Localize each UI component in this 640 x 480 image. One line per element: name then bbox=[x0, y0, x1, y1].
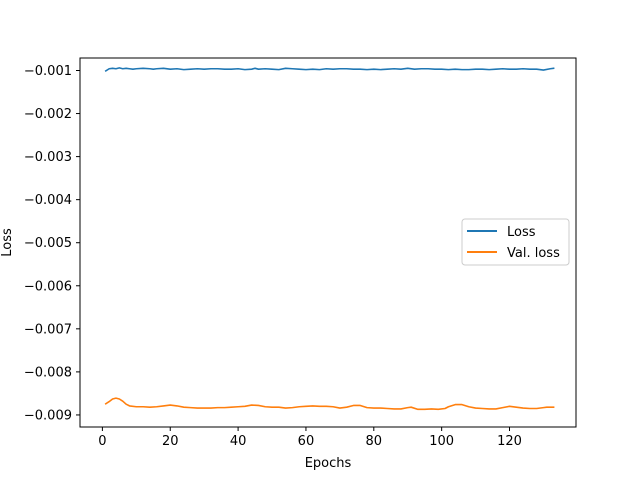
x-tick-label: 80 bbox=[366, 434, 383, 449]
legend: Loss Val. loss bbox=[462, 219, 569, 265]
y-axis-label: Loss bbox=[0, 228, 15, 257]
y-tick-label: −0.006 bbox=[24, 279, 72, 294]
y-tick-label: −0.008 bbox=[24, 365, 72, 380]
x-tick-label: 20 bbox=[162, 434, 179, 449]
y-tick-label: −0.005 bbox=[24, 236, 72, 251]
y-tick-label: −0.004 bbox=[24, 193, 72, 208]
x-tick-label: 40 bbox=[230, 434, 247, 449]
y-tick-label: −0.003 bbox=[24, 150, 72, 165]
x-tick-label: 0 bbox=[98, 434, 106, 449]
legend-label-loss: Loss bbox=[507, 225, 536, 240]
y-tick-label: −0.001 bbox=[24, 64, 72, 79]
y-tick-label: −0.009 bbox=[24, 408, 72, 423]
y-axis: −0.009 −0.008 −0.007 −0.006 −0.005 −0.004 −0.0… bbox=[24, 64, 80, 423]
legend-label-val-loss: Val. loss bbox=[507, 246, 560, 261]
y-tick-label: −0.002 bbox=[24, 107, 72, 122]
x-axis-label: Epochs bbox=[305, 456, 352, 471]
y-tick-label: −0.007 bbox=[24, 322, 72, 337]
x-tick-label: 100 bbox=[429, 434, 454, 449]
x-tick-label: 120 bbox=[497, 434, 522, 449]
x-tick-label: 60 bbox=[298, 434, 315, 449]
